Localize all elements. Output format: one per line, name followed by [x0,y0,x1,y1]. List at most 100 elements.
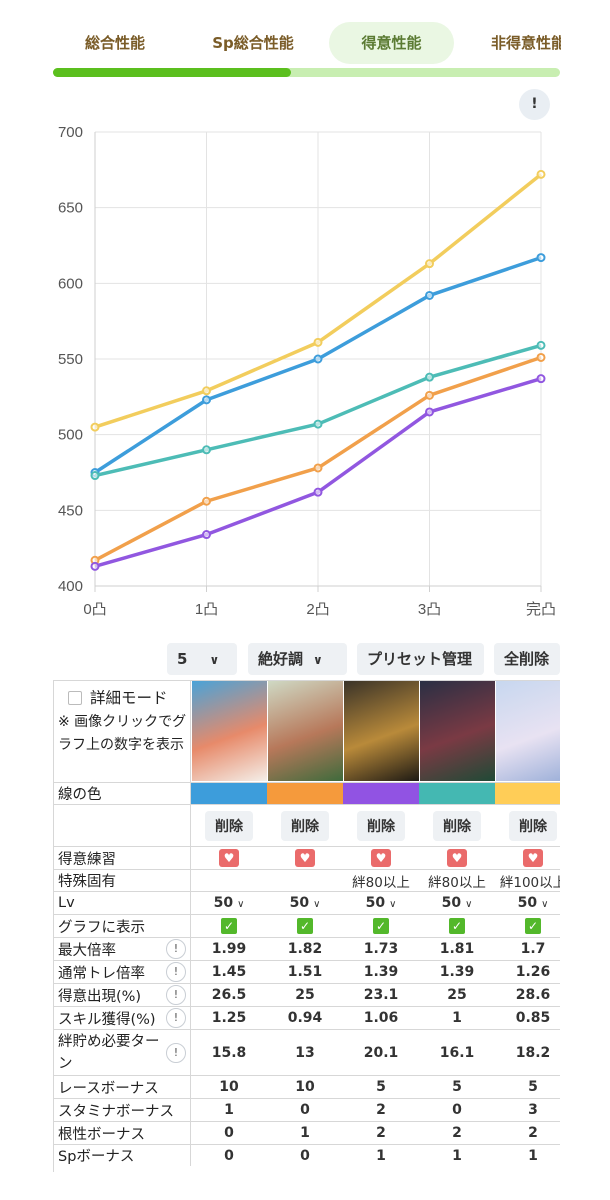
line-color-swatch [419,783,495,804]
row-label-text: 最大倍率 [58,942,116,959]
table-cell: 絆80以上 [343,870,419,891]
tab-non-specialty[interactable]: 非得意性能 [491,34,561,52]
delete-cell: 削除 [267,805,343,846]
cell-value: 0 [224,1125,234,1141]
table-cell: 1.82 [267,938,343,960]
detail-mode-toggle[interactable]: 詳細モード [68,686,190,708]
data-point [202,445,211,455]
tab-overall[interactable]: 総合性能 [84,34,145,52]
condition-select[interactable]: 絶好調 ∨ [248,643,347,675]
tab-specialty[interactable]: 得意性能 [329,22,454,64]
cell-value: 絆100以上 [499,874,560,891]
level-dropdown[interactable]: 50 ∨ [518,895,549,911]
heart-icon: ♥ [371,849,391,867]
table-cell: 50 ∨ [191,892,267,914]
delete-card-button[interactable]: 削除 [205,810,253,841]
cell-value: 0 [300,1147,310,1164]
info-button[interactable]: ! [519,89,550,120]
table-cell: 2 [495,1122,560,1144]
row-label: スタミナボーナス [54,1099,191,1121]
header-label-cell: 詳細モード ※ 画像クリックでグラフ上の数字を表示 [54,681,191,782]
cell-value: 23.1 [363,987,399,1003]
level-dropdown[interactable]: 50 ∨ [214,895,245,911]
y-tick-label: 500 [58,427,83,444]
table-cell: ♥ [267,847,343,869]
table-cell: 2 [419,1122,495,1144]
delete-card-button[interactable]: 削除 [357,810,405,841]
table-cell: ♥ [495,847,560,869]
cell-value: 1 [376,1147,386,1164]
cell-value: 絆80以上 [428,874,486,891]
delete-card-button[interactable]: 削除 [509,810,557,841]
data-point [313,337,323,347]
info-icon[interactable]: ! [166,985,186,1005]
delete-cell: 削除 [495,805,560,846]
level-dropdown[interactable]: 50 ∨ [442,895,473,911]
support-card-image[interactable] [192,681,267,781]
data-point [425,290,434,300]
data-point [202,395,211,405]
cell-value: 18.2 [515,1044,551,1061]
heart-icon: ♥ [219,849,239,867]
support-card-image[interactable] [420,681,495,781]
heart-icon: ♥ [523,849,543,867]
info-icon[interactable]: ! [166,1042,186,1063]
chevron-down-icon: ∨ [389,899,397,910]
level-select[interactable]: 5 ∨ [167,643,237,675]
detail-mode-label: 詳細モード [90,689,168,707]
table-cell: 1.99 [191,938,267,960]
delete-row-label [54,805,191,846]
show-in-graph-checkbox[interactable]: ✓ [373,918,389,934]
delete-card-button[interactable]: 削除 [281,810,329,841]
table-cell: 1.7 [495,938,560,960]
show-in-graph-checkbox[interactable]: ✓ [525,918,541,934]
data-point [202,386,211,396]
info-icon[interactable]: ! [166,939,186,959]
table-cell [191,870,267,891]
preset-button[interactable]: プリセット管理 [357,643,484,675]
tab-sp-overall[interactable]: Sp総合性能 [212,34,294,52]
table-cell: 0.85 [495,1007,560,1029]
table-cell: 5 [419,1076,495,1098]
level-dropdown-value: 50 [213,895,234,911]
level-dropdown-value: 50 [289,895,310,911]
info-icon[interactable]: ! [166,1008,186,1028]
row-label: 特殊固有 [54,870,191,891]
line-color-swatch [343,783,419,804]
support-card-image[interactable] [344,681,419,781]
info-icon[interactable]: ! [166,962,186,982]
row-label-text: Lv [58,895,75,911]
table-cell: 1.51 [267,961,343,983]
show-in-graph-checkbox[interactable]: ✓ [221,918,237,934]
level-dropdown[interactable]: 50 ∨ [366,895,397,911]
cell-value: 25 [295,987,315,1003]
cell-value: 10 [295,1079,315,1095]
row-label: 通常トレ倍率! [54,961,191,983]
table-cell: 50 ∨ [343,892,419,914]
line-color-swatch [267,783,343,804]
row-label-text: グラフに表示 [58,919,145,936]
table-cell: 1 [267,1122,343,1144]
support-card-image[interactable] [496,681,560,781]
table-cell [267,870,343,891]
table-row-stamina-bonus: スタミナボーナス 1 0 2 0 3 [54,1098,560,1121]
support-card-image[interactable] [268,681,343,781]
cell-value: 2 [452,1125,462,1141]
cell-value: 1.06 [363,1010,399,1026]
y-tick-label: 700 [58,124,83,141]
table-cell: 2 [343,1122,419,1144]
cell-value: 10 [219,1079,239,1095]
data-point [536,352,546,362]
level-dropdown[interactable]: 50 ∨ [290,895,321,911]
data-point [425,259,434,269]
detail-mode-checkbox[interactable] [68,691,82,705]
table-cell: 0.94 [267,1007,343,1029]
show-in-graph-checkbox[interactable]: ✓ [449,918,465,934]
clear-all-button[interactable]: 全削除 [494,643,560,675]
show-in-graph-checkbox[interactable]: ✓ [297,918,313,934]
delete-card-button[interactable]: 削除 [433,810,481,841]
cell-value: 2 [376,1102,386,1118]
line-color-label: 線の色 [54,783,191,804]
table-row-specialty: 得意練習 ♥ ♥ ♥ ♥ ♥ [54,846,560,869]
x-tick-label: 3凸 [418,601,441,618]
